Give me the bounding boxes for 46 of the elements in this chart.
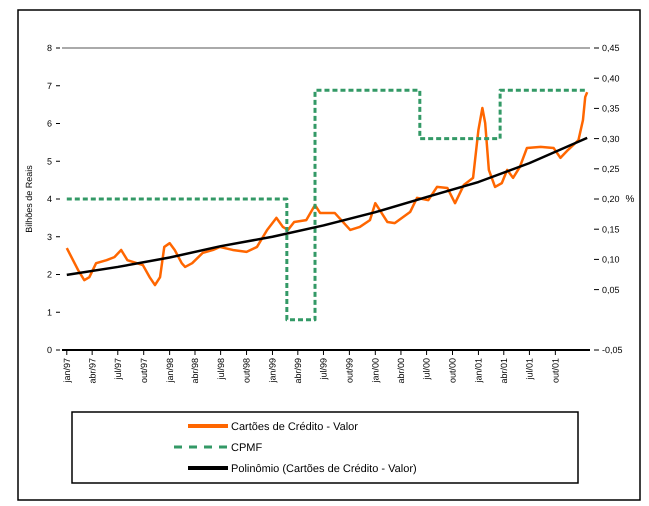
x-tick-label: out/98 <box>242 358 252 384</box>
y-tick-label: 0 <box>46 345 52 356</box>
y2-tick-label: 0,05 <box>602 284 620 295</box>
y-tick-label: 1 <box>46 307 52 318</box>
y2-tick-label: 0,10 <box>602 254 620 265</box>
y2-tick-label: 0,45 <box>602 43 620 54</box>
y2-tick-label: 0,40 <box>602 73 620 84</box>
x-tick-label: jan/00 <box>370 358 380 384</box>
x-tick-label: abr/00 <box>396 358 406 384</box>
x-tick-label: out/01 <box>550 358 560 384</box>
x-tick-label: out/97 <box>138 358 149 384</box>
y-tick-label: 5 <box>46 156 52 166</box>
x-tick-label: abr/98 <box>190 358 200 384</box>
y2-tick-label: 0,25 <box>602 164 620 174</box>
x-tick-label: abr/97 <box>87 358 98 384</box>
line-series <box>66 136 588 276</box>
y-tick-label: 7 <box>46 80 52 91</box>
y-tick-label: 4 <box>46 194 52 204</box>
y-axis-title: Bilhões de Reais <box>24 164 34 233</box>
y2-axis-title: % <box>626 194 635 205</box>
x-tick-label: jan/99 <box>268 358 278 384</box>
x-tick-label: jan/01 <box>474 358 484 384</box>
x-tick-label: jul/97 <box>112 358 123 381</box>
legend-label: CPMF <box>231 442 262 454</box>
y2-tick-label: 0,30 <box>602 134 620 144</box>
line-series <box>66 90 588 286</box>
y-tick-label: 3 <box>46 232 52 242</box>
y2-tick-label: -0,05 <box>602 345 623 356</box>
legend-label: Polinômio (Cartões de Crédito - Valor) <box>231 462 417 475</box>
y-tick-label: 6 <box>46 118 52 129</box>
x-tick-label: abr/99 <box>292 358 303 384</box>
y2-tick-label: 0,15 <box>602 224 620 234</box>
x-tick-label: jul/01 <box>524 358 535 381</box>
x-tick-label: jan/98 <box>164 358 175 384</box>
x-tick-label: jul/98 <box>216 358 226 381</box>
y2-tick-label: 0,20 <box>602 194 620 204</box>
x-tick-label: jan/97 <box>62 358 72 384</box>
y-tick-label: 2 <box>46 270 52 280</box>
x-tick-label: out/00 <box>448 358 458 384</box>
y-tick-label: 8 <box>46 43 52 54</box>
x-tick-label: abr/01 <box>498 358 509 384</box>
legend-label: Cartões de Crédito - Valor <box>231 420 358 433</box>
x-tick-label: jul/00 <box>422 358 432 381</box>
x-tick-label: out/99 <box>344 358 355 384</box>
x-tick-label: jul/99 <box>318 358 329 381</box>
y2-tick-label: 0,35 <box>602 104 620 114</box>
